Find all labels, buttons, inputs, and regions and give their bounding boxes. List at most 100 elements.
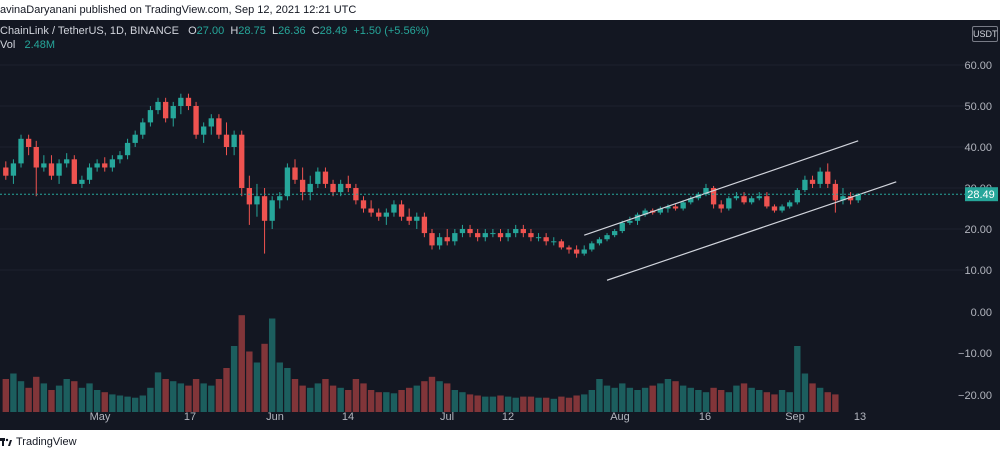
candle-body	[414, 216, 420, 221]
candle-body	[261, 196, 268, 221]
volume-bar	[230, 346, 238, 412]
candle-body	[383, 212, 389, 217]
volume-bar	[619, 383, 626, 412]
candle-body	[436, 237, 443, 246]
candle-body	[429, 233, 435, 246]
candle-body	[132, 134, 138, 143]
low-label: L	[271, 25, 279, 37]
candle-body	[338, 183, 344, 193]
candle-body	[178, 97, 184, 106]
volume-bar	[185, 385, 192, 412]
volume-tick-label: −10.00	[958, 348, 992, 360]
candle-body	[292, 167, 298, 180]
volume-bar	[809, 383, 816, 412]
candle-body	[86, 167, 93, 180]
volume-bar	[383, 392, 390, 412]
volume-bar	[664, 379, 672, 412]
volume-bar	[390, 393, 398, 412]
candle-body	[56, 163, 62, 176]
candle-body	[771, 206, 778, 211]
trendline-lower	[606, 181, 897, 281]
volume-bar	[512, 397, 519, 412]
candle-body	[193, 106, 199, 135]
volume-label[interactable]: Vol	[0, 39, 16, 51]
volume-bar	[801, 373, 809, 412]
volume-bar	[444, 383, 451, 412]
candle-body	[322, 171, 329, 184]
candle-body	[528, 233, 534, 238]
volume-bar	[40, 383, 48, 412]
candle-body	[535, 237, 542, 239]
volume-bar	[109, 394, 116, 412]
volume-bar	[649, 385, 656, 412]
volume-bar	[816, 387, 824, 412]
candle-body	[94, 163, 100, 168]
volume-bar	[596, 379, 603, 412]
candle-body	[239, 134, 245, 188]
high-label: H	[230, 25, 239, 37]
chart-legend: ChainLink / TetherUS, 1D, BINANCE O27.00…	[0, 24, 429, 52]
candle-body	[155, 101, 161, 111]
candle-body	[140, 122, 146, 135]
candle-body	[513, 229, 519, 234]
volume-bar	[497, 395, 504, 412]
candle-body	[490, 233, 496, 235]
volume-bar	[421, 381, 428, 412]
volume-bar	[756, 390, 763, 412]
time-tick-label: Aug	[610, 411, 630, 423]
price-axis[interactable]: 60.0050.0040.0030.0020.0010.000.00−10.00…	[958, 60, 992, 402]
volume-bar	[78, 387, 86, 412]
volume-bar	[794, 346, 801, 412]
volume-bar	[33, 376, 40, 412]
candle-body	[208, 118, 214, 127]
footer-brand[interactable]: TradingView	[16, 436, 77, 448]
trendlines	[584, 140, 897, 281]
currency-badge[interactable]: USDT	[972, 26, 998, 42]
candle-body	[482, 233, 488, 238]
candle-body	[794, 190, 800, 203]
symbol-name[interactable]: ChainLink / TetherUS, 1D, BINANCE	[0, 25, 179, 37]
candle-body	[376, 212, 382, 217]
volume-bar	[527, 396, 535, 412]
candle-body	[475, 233, 481, 238]
legend-volume-row: Vol 2.48M	[0, 38, 429, 52]
close-label: C	[311, 25, 320, 37]
change-value: +1.50 (+5.56%)	[353, 25, 430, 37]
chart-area[interactable]: 60.0050.0040.0030.0020.0010.000.00−10.00…	[0, 20, 1000, 430]
volume-bar	[307, 387, 314, 412]
volume-bar	[345, 390, 352, 412]
candle-body	[307, 183, 313, 193]
candle-body	[398, 204, 405, 217]
volume-bar	[284, 368, 291, 412]
candlestick-chart[interactable]: 60.0050.0040.0030.0020.0010.000.00−10.00…	[0, 20, 1000, 430]
volume-bar	[2, 379, 10, 412]
time-tick-label: Jun	[266, 411, 284, 423]
candle-body	[505, 233, 511, 238]
candle-body	[657, 208, 663, 213]
volume-bar	[93, 390, 101, 412]
volume-bar	[25, 387, 32, 412]
volume-bar	[786, 392, 793, 412]
time-tick-label: 14	[342, 411, 354, 423]
time-tick-label: 17	[184, 411, 196, 423]
candle-body	[817, 171, 823, 184]
candle-body	[634, 214, 641, 221]
candle-body	[368, 208, 374, 213]
volume-bar	[687, 387, 694, 412]
candle-body	[231, 134, 237, 147]
volume-bar	[367, 390, 375, 412]
volume-bar	[824, 392, 831, 412]
candle-body	[543, 237, 549, 242]
volume-bar	[299, 385, 306, 412]
volume-bar	[48, 390, 55, 412]
time-tick-label: Sep	[785, 411, 805, 423]
price-grid	[0, 64, 965, 271]
volume-bar	[398, 390, 405, 412]
volume-bar	[695, 390, 702, 412]
volume-bar	[740, 383, 748, 412]
volume-tick-label: 0.00	[971, 307, 992, 319]
candle-body	[254, 196, 260, 205]
volume-bar	[405, 387, 413, 412]
time-axis[interactable]: May 17 Jun 14 Jul 12 Aug 16 Sep 13	[90, 411, 867, 423]
last-price-tag: 28.49	[965, 187, 998, 202]
